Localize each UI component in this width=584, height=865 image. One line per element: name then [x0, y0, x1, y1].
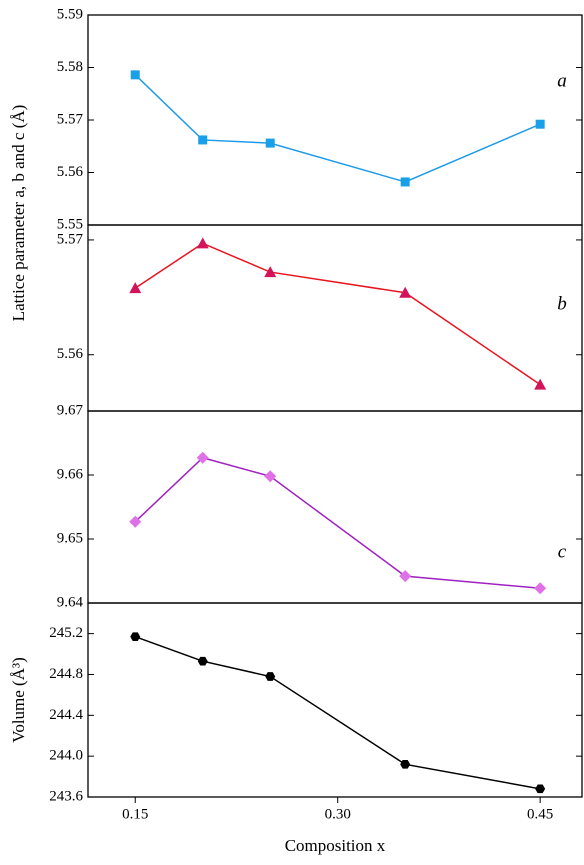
marker: [264, 266, 277, 278]
y-tick-label: 5.57: [57, 231, 84, 247]
y-tick-label: 244.8: [49, 666, 83, 682]
panel-annotation: a: [557, 71, 567, 92]
marker: [265, 672, 276, 681]
y-tick-label: 244.0: [49, 748, 83, 764]
marker: [196, 451, 209, 464]
x-tick-label: 0.45: [527, 806, 553, 822]
y-axis-label: Lattice parameter a, b and c (Å): [9, 105, 28, 322]
marker: [400, 759, 411, 769]
y-tick-label: 5.57: [57, 111, 84, 127]
y-axis-label: Volume (Å³): [9, 657, 28, 743]
panel-frame: [87, 410, 583, 604]
y-tick-label: 5.58: [57, 59, 83, 75]
y-tick-label: 9.64: [57, 594, 84, 610]
y-tick-label: 245.2: [49, 625, 83, 641]
marker: [400, 177, 410, 187]
marker: [534, 378, 547, 390]
marker: [129, 515, 142, 528]
x-tick-label: 0.30: [325, 806, 351, 822]
y-tick-label: 9.65: [57, 530, 83, 546]
series-line: [134, 242, 541, 386]
panel-annotation: b: [557, 293, 567, 314]
y-tick-label: 9.67: [57, 402, 84, 418]
marker: [399, 570, 412, 583]
series-line: [134, 635, 541, 790]
y-tick-label: 5.56: [57, 164, 84, 180]
y-tick-label: 244.4: [49, 707, 83, 723]
marker: [265, 138, 275, 148]
marker: [534, 582, 547, 595]
marker: [535, 119, 545, 129]
y-tick-label: 5.55: [57, 216, 83, 232]
panel-frame: [87, 224, 583, 412]
marker: [196, 237, 209, 249]
marker: [130, 632, 141, 642]
y-tick-label: 9.66: [57, 466, 84, 482]
marker: [264, 470, 277, 483]
panel-frame: [87, 14, 583, 226]
series-line: [134, 74, 541, 183]
series-line: [134, 456, 541, 590]
marker: [197, 656, 208, 666]
panel-annotation: c: [558, 541, 567, 562]
panel-frame: [87, 602, 583, 798]
y-tick-label: 5.59: [57, 6, 83, 22]
marker: [129, 282, 142, 294]
x-tick-label: 0.15: [122, 806, 148, 822]
y-tick-label: 243.6: [49, 788, 83, 804]
marker: [399, 286, 412, 298]
x-axis-label: Composition x: [285, 836, 386, 855]
marker: [535, 784, 546, 794]
marker: [198, 135, 208, 145]
y-tick-label: 5.56: [57, 346, 84, 362]
marker: [130, 70, 140, 80]
